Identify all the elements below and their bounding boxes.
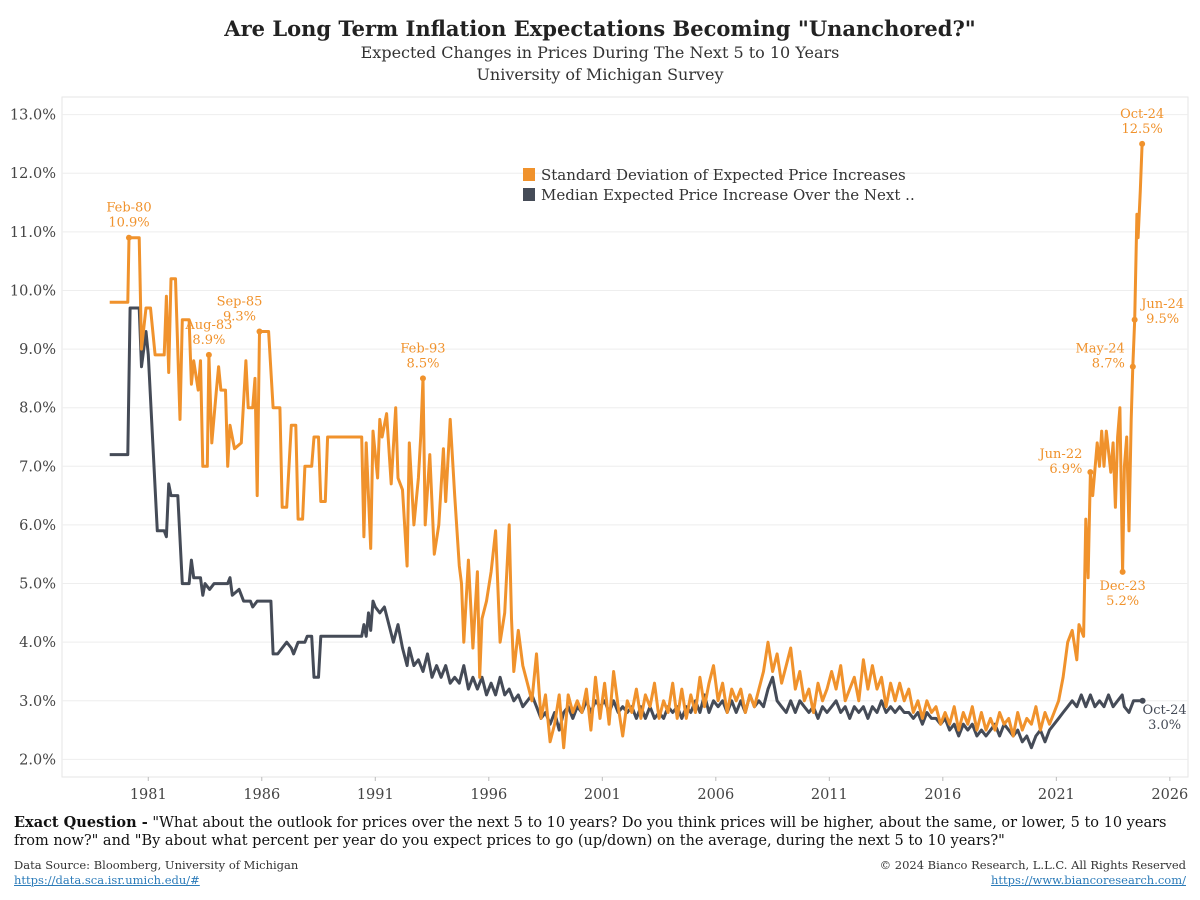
x-tick-label: 1991: [357, 787, 394, 800]
legend-swatch: [523, 188, 535, 201]
x-tick-label: 2001: [584, 787, 621, 800]
y-tick-label: 6.0%: [19, 518, 56, 534]
annotation-value: 8.5%: [406, 356, 439, 371]
annotation-date: Jun-24: [1139, 297, 1184, 312]
y-tick-label: 9.0%: [19, 342, 56, 358]
annotation-marker: [256, 328, 263, 335]
annotation-marker: [205, 351, 212, 358]
footer-source: Data Source: Bloomberg, University of Mi…: [14, 858, 298, 888]
annotation-marker: [1129, 363, 1136, 370]
x-tick-label: 1986: [243, 787, 280, 800]
chart-subtitle: Expected Changes in Prices During The Ne…: [360, 43, 840, 62]
legend-label: Standard Deviation of Expected Price Inc…: [541, 166, 906, 184]
annotation-value: 5.2%: [1106, 594, 1139, 609]
y-tick-label: 13.0%: [10, 108, 56, 124]
chart-subtitle-source: University of Michigan Survey: [476, 65, 724, 84]
annotation-date: Oct-24: [1120, 107, 1164, 122]
annotation-date: Feb-93: [400, 341, 445, 356]
annotation-marker: [1139, 697, 1146, 704]
y-tick-label: 11.0%: [10, 225, 56, 241]
x-tick-label: 2011: [811, 787, 848, 800]
annotation-value: 9.3%: [223, 309, 256, 324]
source-link[interactable]: https://data.sca.isr.umich.edu/#: [14, 873, 200, 887]
x-tick-label: 2006: [697, 787, 734, 800]
annotation-marker: [1087, 469, 1094, 476]
annotation-value: 6.9%: [1049, 462, 1082, 477]
y-tick-label: 10.0%: [10, 283, 56, 299]
legend-label: Median Expected Price Increase Over the …: [541, 186, 915, 204]
x-tick-label: 2026: [1151, 787, 1188, 800]
annotation-date: Jun-22: [1037, 447, 1082, 462]
data-source: Data Source: Bloomberg, University of Mi…: [14, 858, 299, 872]
plot-frame: [61, 96, 1189, 778]
annotation-date: Dec-23: [1099, 579, 1145, 594]
chart-title: Are Long Term Inflation Expectations Bec…: [224, 16, 976, 41]
annotation-marker: [419, 375, 426, 382]
y-tick-label: 2.0%: [19, 752, 56, 768]
y-tick-label: 3.0%: [19, 694, 56, 710]
median-line: [109, 306, 1143, 750]
annotation-date: Sep-85: [217, 294, 263, 309]
copyright: © 2024 Bianco Research, L.L.C. All Right…: [879, 858, 1186, 872]
x-tick-label: 2016: [924, 787, 961, 800]
legend: Standard Deviation of Expected Price Inc…: [523, 166, 915, 204]
annotation-date: Feb-80: [106, 201, 151, 216]
annotation-date: Aug-83: [184, 318, 232, 333]
question-label: Exact Question -: [14, 814, 148, 831]
annotation-marker: [1139, 140, 1146, 147]
x-tick-label: 1981: [130, 787, 167, 800]
question-text: "What about the outlook for prices over …: [14, 815, 1167, 849]
y-tick-label: 4.0%: [19, 635, 56, 651]
website-link[interactable]: https://www.biancoresearch.com/: [990, 873, 1186, 887]
y-tick-label: 8.0%: [19, 401, 56, 417]
annotation-date: Oct-24: [1143, 703, 1187, 718]
footer-copyright: © 2024 Bianco Research, L.L.C. All Right…: [880, 858, 1186, 888]
axes: 2.0% 3.0% 4.0% 5.0% 6.0% 7.0% 8.0% 9.0% 10.0% 11.…: [10, 108, 1188, 800]
annotation-value: 3.0%: [1148, 718, 1181, 733]
series-lines: [109, 143, 1144, 750]
annotation-date: May-24: [1075, 342, 1124, 357]
annotation-marker: [1131, 316, 1138, 323]
annotation-marker: [125, 234, 132, 241]
line-chart: 2.0% 3.0% 4.0% 5.0% 6.0% 7.0% 8.0% 9.0% 10.0% 11.…: [10, 96, 1189, 800]
annotation-value: 8.9%: [192, 333, 225, 348]
std-dev-line: [109, 143, 1144, 750]
x-tick-label: 1996: [470, 787, 507, 800]
annotation-value: 12.5%: [1121, 122, 1162, 137]
survey-question: Exact Question - "What about the outlook…: [14, 814, 1186, 850]
y-tick-label: 7.0%: [19, 459, 56, 475]
annotation-marker: [1119, 568, 1126, 575]
annotation-value: 8.7%: [1092, 357, 1125, 372]
x-tick-label: 2021: [1038, 787, 1075, 800]
legend-swatch: [523, 168, 535, 181]
y-tick-label: 5.0%: [19, 577, 56, 593]
annotation-value: 10.9%: [108, 216, 149, 231]
annotation-value: 9.5%: [1146, 312, 1179, 327]
y-tick-label: 12.0%: [10, 166, 56, 182]
